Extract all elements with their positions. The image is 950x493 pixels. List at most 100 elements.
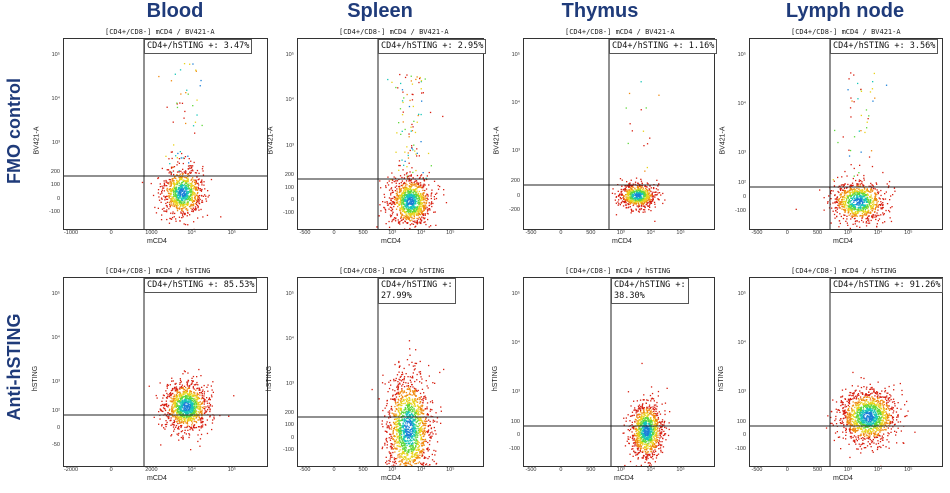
x-axis-label: mCD4	[147, 475, 167, 482]
event-dot	[400, 219, 403, 222]
event-dot	[172, 203, 175, 205]
event-dot	[412, 171, 414, 174]
event-dot	[415, 78, 417, 81]
event-dot	[194, 183, 196, 186]
event-dot	[207, 196, 209, 198]
event-dot	[398, 185, 400, 188]
event-dot	[644, 192, 647, 194]
event-dot	[186, 392, 188, 394]
event-dot	[378, 215, 380, 217]
event-dot	[621, 193, 623, 195]
event-dot	[171, 178, 173, 180]
event-dot	[177, 417, 179, 420]
event-dot	[190, 401, 192, 403]
event-dot	[863, 192, 865, 194]
event-dot	[195, 400, 197, 403]
event-dot	[183, 223, 185, 225]
event-dot	[851, 100, 853, 102]
event-dot	[211, 405, 213, 407]
x-tick-label: 10⁵	[676, 230, 685, 236]
event-dot	[619, 194, 621, 196]
event-dot	[403, 447, 405, 450]
event-dot	[169, 392, 172, 394]
event-dot	[191, 194, 193, 197]
event-dot	[628, 186, 630, 188]
event-dot	[634, 188, 636, 190]
event-dot	[406, 201, 408, 203]
event-dot	[197, 396, 199, 398]
event-dot	[169, 394, 171, 396]
event-dot	[181, 204, 183, 206]
event-dot	[654, 196, 656, 198]
event-dot	[172, 411, 174, 413]
event-dot	[410, 181, 413, 183]
event-dot	[868, 115, 870, 117]
event-dot	[179, 188, 182, 190]
event-dot	[178, 400, 180, 402]
event-dot	[190, 205, 192, 207]
x-tick-label: 0	[109, 467, 113, 473]
event-dot	[623, 198, 625, 200]
event-dot	[416, 76, 418, 78]
event-dot	[196, 169, 199, 172]
event-dot	[190, 190, 192, 192]
event-dot	[173, 182, 175, 184]
event-dot	[407, 197, 410, 199]
event-dot	[184, 187, 186, 189]
event-dot	[882, 202, 884, 204]
event-dot	[188, 187, 190, 189]
event-dot	[439, 185, 441, 188]
event-dot	[636, 194, 639, 196]
event-dot	[156, 397, 158, 399]
event-dot	[187, 176, 189, 178]
event-dot	[880, 201, 882, 203]
event-dot	[871, 165, 874, 168]
event-dot	[177, 397, 179, 400]
event-dot	[877, 206, 880, 208]
event-dot	[414, 185, 416, 187]
event-dot	[166, 383, 169, 386]
event-dot	[202, 389, 204, 391]
event-dot	[867, 219, 869, 221]
event-dot	[402, 200, 405, 203]
event-dot	[179, 202, 181, 204]
event-dot	[618, 199, 620, 201]
event-dot	[206, 397, 208, 399]
event-dot	[210, 394, 213, 396]
event-dot	[409, 188, 411, 191]
event-dot	[201, 422, 203, 424]
event-dot	[847, 201, 849, 204]
event-dot	[876, 202, 878, 204]
event-dot	[414, 368, 416, 370]
event-dot	[184, 180, 186, 183]
event-dot	[860, 130, 862, 132]
event-dot	[862, 221, 864, 223]
event-dot	[849, 209, 851, 211]
event-dot	[404, 228, 406, 229]
event-dot	[389, 214, 392, 216]
event-dot	[856, 191, 858, 193]
event-dot	[397, 87, 399, 89]
event-dot	[403, 186, 405, 189]
event-dot	[195, 209, 197, 211]
event-dot	[191, 178, 193, 180]
event-dot	[184, 207, 186, 209]
event-dot	[191, 377, 193, 379]
event-dot	[199, 445, 201, 447]
event-dot	[863, 204, 866, 206]
event-dot	[852, 191, 854, 193]
event-dot	[410, 183, 412, 185]
event-dot	[636, 205, 638, 207]
x-tick-label: -500	[299, 230, 311, 236]
event-dot	[641, 186, 643, 188]
event-dot	[870, 204, 872, 207]
event-dot	[203, 391, 206, 393]
event-dot	[170, 204, 172, 207]
event-dot	[184, 176, 186, 179]
event-dot	[412, 191, 414, 193]
event-dot	[617, 194, 620, 197]
event-dot	[882, 198, 884, 200]
event-dot	[168, 182, 170, 184]
event-dot	[861, 219, 863, 222]
event-dot	[400, 216, 402, 218]
